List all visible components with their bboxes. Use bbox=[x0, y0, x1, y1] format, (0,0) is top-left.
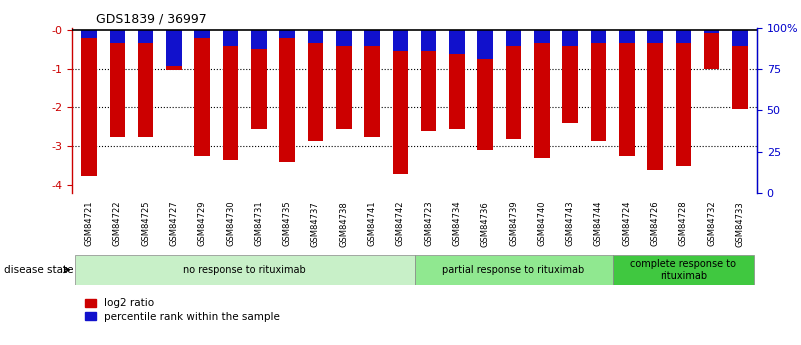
Bar bbox=[562, 30, 578, 46]
Bar bbox=[732, 30, 748, 46]
Bar bbox=[415, 255, 613, 285]
Bar bbox=[392, 30, 409, 174]
Bar bbox=[477, 30, 493, 150]
Text: complete response to
rituximab: complete response to rituximab bbox=[630, 259, 736, 281]
Bar bbox=[280, 30, 295, 162]
Bar bbox=[449, 30, 465, 54]
Bar bbox=[590, 30, 606, 141]
Bar bbox=[732, 30, 748, 109]
Bar bbox=[421, 30, 437, 131]
Bar bbox=[590, 30, 606, 43]
Bar bbox=[308, 30, 324, 43]
Bar bbox=[110, 30, 125, 137]
Bar bbox=[166, 30, 182, 66]
Bar bbox=[647, 30, 663, 43]
Bar bbox=[392, 30, 409, 51]
Text: disease state: disease state bbox=[4, 265, 74, 275]
Bar bbox=[166, 30, 182, 70]
Bar bbox=[75, 255, 415, 285]
Bar bbox=[280, 30, 295, 38]
Bar bbox=[195, 30, 210, 156]
Bar bbox=[138, 30, 154, 137]
Bar bbox=[613, 255, 754, 285]
Text: no response to rituximab: no response to rituximab bbox=[183, 265, 306, 275]
Bar bbox=[675, 30, 691, 43]
Bar bbox=[675, 30, 691, 166]
Bar bbox=[534, 30, 549, 158]
Bar bbox=[449, 30, 465, 129]
Text: partial response to rituximab: partial response to rituximab bbox=[442, 265, 585, 275]
Legend: log2 ratio, percentile rank within the sample: log2 ratio, percentile rank within the s… bbox=[86, 298, 280, 322]
Bar bbox=[308, 30, 324, 141]
Bar bbox=[364, 30, 380, 137]
Bar bbox=[704, 30, 719, 69]
Bar bbox=[505, 30, 521, 139]
Bar bbox=[704, 30, 719, 33]
Bar bbox=[81, 30, 97, 176]
Text: GDS1839 / 36997: GDS1839 / 36997 bbox=[96, 12, 207, 25]
Bar bbox=[81, 30, 97, 38]
Bar bbox=[534, 30, 549, 43]
Bar bbox=[138, 30, 154, 43]
Bar bbox=[364, 30, 380, 46]
Bar bbox=[619, 30, 634, 156]
Bar bbox=[251, 30, 267, 129]
Bar bbox=[562, 30, 578, 123]
Bar bbox=[647, 30, 663, 170]
Bar bbox=[421, 30, 437, 51]
Bar bbox=[223, 30, 239, 160]
Bar bbox=[110, 30, 125, 43]
Bar bbox=[251, 30, 267, 49]
Bar bbox=[223, 30, 239, 46]
Bar bbox=[619, 30, 634, 43]
Bar bbox=[336, 30, 352, 46]
Bar bbox=[336, 30, 352, 129]
Bar bbox=[505, 30, 521, 46]
Bar bbox=[477, 30, 493, 59]
Bar bbox=[195, 30, 210, 38]
